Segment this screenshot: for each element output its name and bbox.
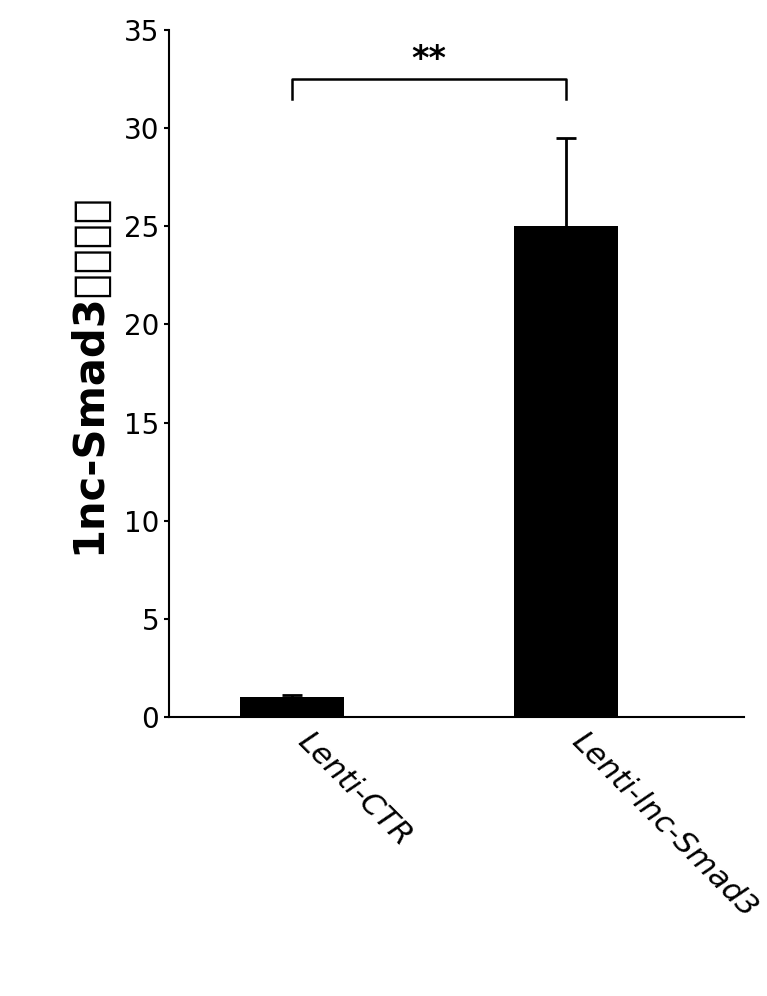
Bar [514,226,618,717]
Text: **: ** [411,43,446,76]
Y-axis label: 1nc-Smad3相对水平: 1nc-Smad3相对水平 [67,193,110,554]
Bar [240,697,344,717]
